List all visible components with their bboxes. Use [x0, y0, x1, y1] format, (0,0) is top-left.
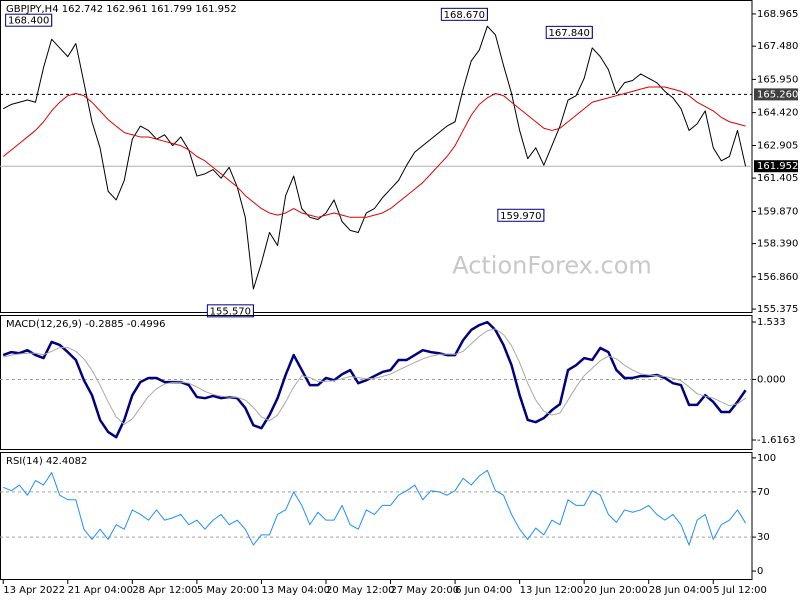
series-line	[2, 25, 747, 290]
x-tick-label: 6 Jun 04:00	[455, 585, 512, 596]
x-tick-label: 13 May 04:00	[261, 585, 330, 596]
series-line	[2, 320, 747, 439]
panel-title: GBPJPY,H4 162.742 162.961 161.799 161.95…	[6, 4, 237, 15]
annotation-label: 168.670	[444, 10, 485, 21]
panel-border	[0, 452, 753, 580]
y-tick-label: 158.390	[757, 239, 798, 250]
annotation-box	[206, 304, 254, 318]
y-tick-label: 0	[757, 566, 763, 577]
panel-border	[0, 0, 753, 313]
annotation-label: 168.400	[8, 16, 49, 27]
panel-title: RSI(14) 42.4082	[6, 456, 87, 467]
y-tick-label: 70	[757, 487, 770, 498]
y-tick-label: 0.000	[757, 374, 786, 385]
x-tick-label: 27 May 20:00	[391, 585, 460, 596]
y-tick-label: 162.905	[757, 141, 798, 152]
annotation-box	[440, 7, 488, 21]
y-tick-label: 30	[757, 532, 770, 543]
annotation-box	[545, 25, 593, 39]
y-tick-label: 159.870	[757, 206, 798, 217]
x-tick-label: 21 Apr 04:00	[68, 585, 133, 596]
annotation-label: 167.840	[549, 28, 590, 39]
x-tick-label: 20 May 12:00	[326, 585, 395, 596]
x-tick-label: 5 May 20:00	[197, 585, 259, 596]
y-tick-label: 1.533	[757, 317, 786, 328]
watermark: ActionForex.com	[452, 252, 652, 280]
annotation-label: 159.970	[500, 211, 541, 222]
x-tick-label: 13 Jun 12:00	[520, 585, 584, 596]
annotation-box	[5, 13, 53, 27]
series-line	[2, 86, 746, 218]
y-tick-label: 168.965	[757, 9, 798, 20]
x-tick-label: 28 Apr 12:00	[132, 585, 197, 596]
annotation-label: 155.570	[210, 306, 251, 317]
level-box	[754, 88, 798, 101]
level-box	[754, 160, 798, 173]
panel-border	[0, 315, 753, 450]
x-tick-label: 5 Jul 12:00	[713, 585, 767, 596]
level-label: 161.952	[757, 161, 798, 172]
y-tick-label: 167.480	[757, 41, 798, 52]
series-line	[3, 469, 746, 546]
y-tick-label: 156.860	[757, 272, 798, 283]
y-tick-label: 164.420	[757, 108, 798, 119]
y-tick-label: 161.405	[757, 173, 798, 184]
panel-title: MACD(12,26,9) -0.2885 -0.4996	[6, 319, 166, 330]
x-tick-label: 28 Jun 04:00	[649, 585, 713, 596]
y-tick-label: 165.950	[757, 74, 798, 85]
y-tick-label: 155.375	[757, 304, 798, 315]
y-tick-label: -1.6163	[757, 435, 796, 446]
level-label: 165.260	[757, 89, 798, 100]
x-tick-label: 13 Apr 2022	[3, 585, 65, 596]
series-line	[3, 328, 746, 425]
y-tick-label: 100	[757, 453, 776, 464]
x-tick-label: 20 Jun 20:00	[584, 585, 648, 596]
annotation-box	[497, 208, 545, 222]
